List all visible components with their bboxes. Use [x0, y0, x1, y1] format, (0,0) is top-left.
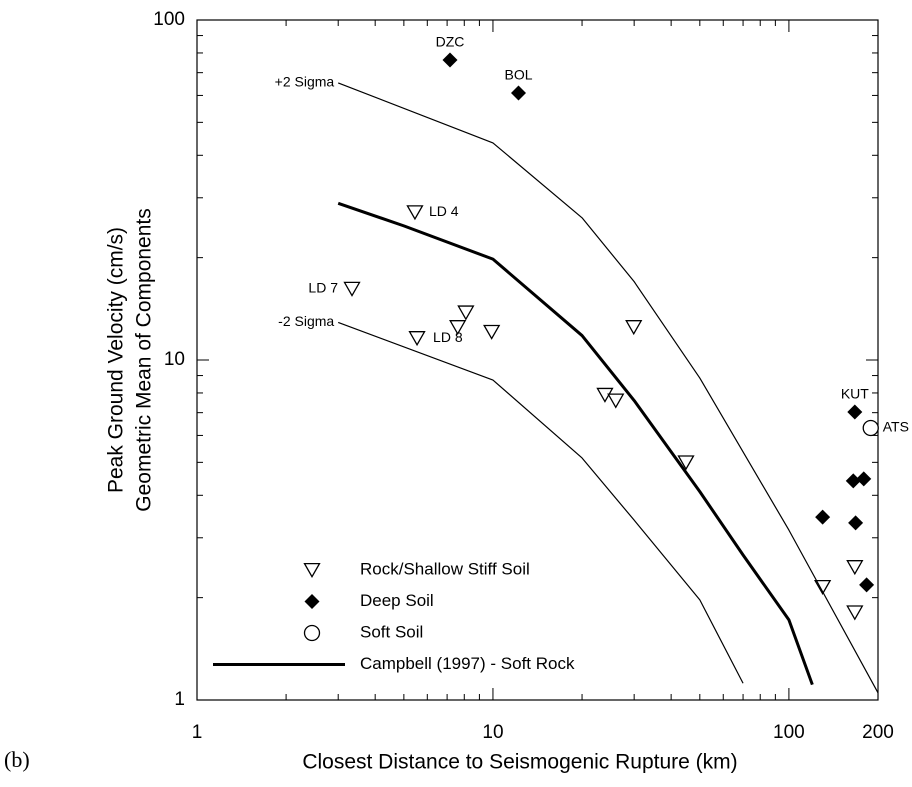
panel-label: (b) [4, 747, 30, 772]
triangle-marker [408, 331, 426, 347]
point-label: LD 8 [433, 329, 463, 345]
diamond-marker [848, 515, 864, 531]
point-label: ATS [883, 419, 909, 435]
curve-label: +2 Sigma [275, 74, 335, 90]
curve [337, 82, 879, 694]
diamond-marker [845, 473, 861, 489]
legend-marker [303, 562, 321, 579]
triangle-marker [483, 324, 501, 340]
diamond-marker [856, 471, 872, 487]
legend-label: Soft Soil [360, 622, 423, 641]
legend-marker [304, 594, 320, 609]
point-label: DZC [436, 34, 465, 50]
x-tick-label: 100 [773, 722, 805, 743]
diamond-marker [847, 404, 863, 420]
triangle-marker [406, 205, 424, 221]
plot-frame [196, 19, 879, 701]
legend-marker [303, 624, 321, 642]
triangle-marker [846, 605, 864, 621]
point-label: LD 7 [308, 279, 338, 295]
triangle-marker [625, 320, 643, 336]
curve [337, 321, 744, 684]
curve [337, 201, 814, 686]
triangle-marker [846, 560, 864, 576]
circle-marker [862, 419, 879, 437]
y-tick-label: 1 [174, 689, 185, 710]
y-axis-title: Geometric Mean of Components [133, 208, 156, 511]
x-axis-title: Closest Distance to Seismogenic Rupture … [302, 751, 737, 774]
y-tick-label: 100 [153, 9, 185, 30]
x-tick-label: 200 [862, 722, 894, 743]
diamond-marker [815, 509, 831, 525]
triangle-marker [457, 305, 475, 321]
legend-label: Deep Soil [360, 591, 434, 610]
point-label: KUT [841, 386, 869, 402]
triangle-marker [607, 393, 625, 409]
curve-label: -2 Sigma [278, 313, 334, 329]
diamond-marker [442, 52, 458, 68]
diamond-marker [859, 577, 875, 593]
diamond-marker [511, 85, 527, 101]
x-tick-label: 1 [192, 722, 203, 743]
point-label: BOL [505, 67, 533, 83]
triangle-marker [449, 320, 467, 336]
legend-label: Rock/Shallow Stiff Soil [360, 559, 530, 578]
y-axis-title: Peak Ground Velocity (cm/s) [105, 227, 128, 493]
triangle-marker [677, 455, 695, 471]
point-label: LD 4 [429, 203, 459, 219]
legend-label: Campbell (1997) - Soft Rock [360, 654, 575, 673]
x-tick-label: 10 [482, 722, 503, 743]
y-tick-label: 10 [164, 349, 185, 370]
triangle-marker [343, 281, 361, 297]
